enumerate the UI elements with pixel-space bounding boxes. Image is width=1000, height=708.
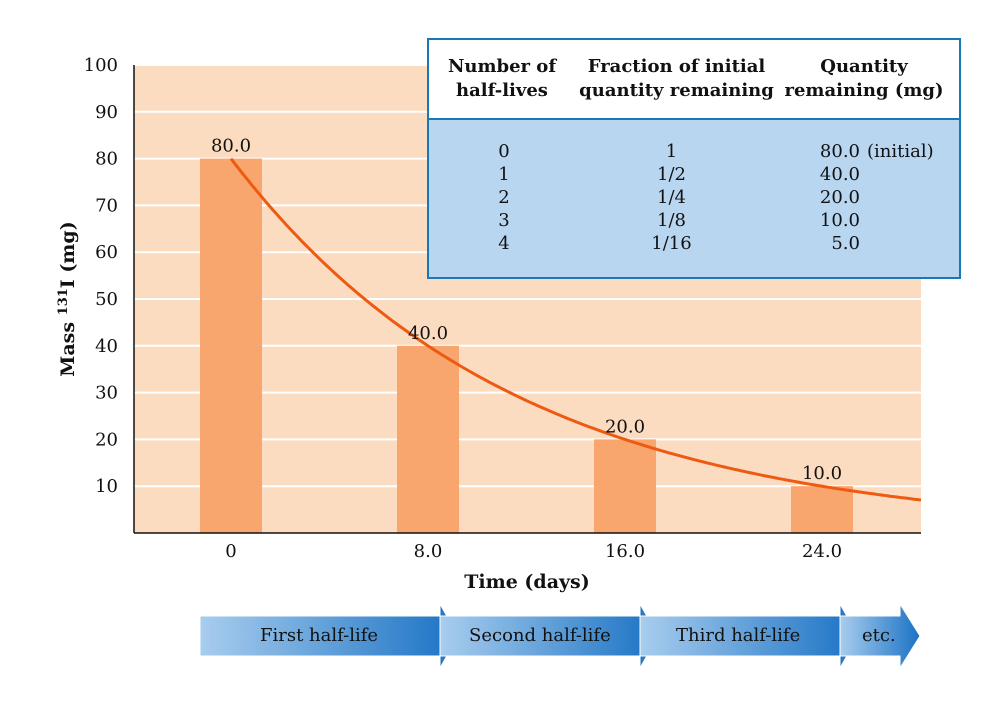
x-tick-label: 16.0 [605, 541, 645, 562]
y-tick-label: 30 [95, 383, 118, 404]
half-life-arrows [199, 602, 921, 670]
y-tick-label: 80 [95, 149, 118, 170]
cell-half-lives: 2 [498, 187, 510, 208]
bar [397, 345, 459, 533]
header-line: quantity remaining [579, 80, 774, 101]
half-life-table: Number of half-lives Fraction of initial… [427, 38, 961, 279]
cell-half-lives: 4 [498, 233, 510, 254]
y-tick-label: 60 [95, 242, 118, 263]
y-tick-label: 10 [95, 476, 118, 497]
decay-curve [229, 157, 922, 502]
table-row: 3 1/8 10.0 [429, 209, 959, 232]
y-axis-label-suffix: I (mg) [57, 221, 79, 288]
cell-quantity: 20.0 [819, 187, 860, 208]
cell-fraction: 1/16 [651, 233, 692, 254]
table-row: 2 1/4 20.0 [429, 186, 959, 209]
cell-half-lives: 1 [498, 164, 510, 185]
cell-note: (initial) [867, 141, 934, 162]
data-labels: 80.0 40.0 20.0 10.0 [211, 136, 842, 485]
half-life-arrow [839, 602, 921, 670]
cell-quantity: 40.0 [819, 164, 860, 185]
table-header: Number of half-lives Fraction of initial… [429, 40, 959, 120]
cell-quantity: 5.0 [831, 233, 860, 254]
header-line: Fraction of initial [587, 56, 766, 77]
bars [200, 158, 853, 533]
header-quantity-remaining: Quantity remaining (mg) [769, 55, 959, 103]
bar [200, 158, 262, 533]
x-tick-labels: 0 8.0 16.0 24.0 [225, 541, 842, 562]
cell-fraction: 1 [665, 141, 678, 162]
arrow-label-third-half-life: Third half-life [676, 625, 801, 646]
y-axis-label-prefix: Mass [57, 315, 79, 376]
x-tick-label: 24.0 [802, 541, 842, 562]
data-label: 40.0 [408, 323, 448, 344]
cell-fraction: 1/8 [657, 210, 686, 231]
y-tick-labels: 10 20 30 40 50 60 70 80 90 100 [84, 55, 118, 497]
table-row: 0 1 80.0 (initial) [429, 140, 959, 163]
table-row: 4 1/16 5.0 [429, 232, 959, 255]
header-number-of-half-lives: Number of half-lives [437, 55, 567, 103]
y-tick-label: 90 [95, 102, 118, 123]
header-line: Quantity [820, 56, 908, 77]
data-label: 10.0 [802, 463, 842, 484]
x-tick-label: 0 [225, 541, 236, 562]
x-axis-label: Time (days) [464, 571, 589, 593]
cell-fraction: 1/2 [657, 164, 686, 185]
data-label: 80.0 [211, 136, 251, 157]
y-tick-label: 50 [95, 289, 118, 310]
cell-quantity: 10.0 [819, 210, 860, 231]
y-axis-label-isotope: 131 [56, 288, 71, 315]
data-label: 20.0 [605, 416, 645, 437]
y-tick-label: 40 [95, 336, 118, 357]
arrow-label-first-half-life: First half-life [260, 625, 379, 646]
cell-quantity: 80.0 [819, 141, 860, 162]
x-tick-label: 8.0 [414, 541, 443, 562]
arrow-label-etc: etc. [862, 625, 896, 646]
header-line: remaining (mg) [784, 80, 944, 101]
header-line: Number of [447, 56, 557, 77]
y-tick-label: 20 [95, 429, 118, 450]
header-fraction-remaining: Fraction of initial quantity remaining [579, 55, 774, 103]
y-tick-label: 100 [84, 55, 118, 76]
y-axis-label: Mass 131I (mg) [56, 221, 79, 376]
bar [791, 486, 853, 533]
header-line: half-lives [456, 80, 548, 101]
cell-half-lives: 3 [498, 210, 510, 231]
cell-half-lives: 0 [498, 141, 510, 162]
y-tick-label: 70 [95, 195, 118, 216]
cell-fraction: 1/4 [657, 187, 686, 208]
bar [594, 439, 656, 533]
arrow-label-second-half-life: Second half-life [469, 625, 611, 646]
table-body: 0 1 80.0 (initial) 1 1/2 40.0 2 1/4 20.0… [429, 120, 959, 255]
table-row: 1 1/2 40.0 [429, 163, 959, 186]
